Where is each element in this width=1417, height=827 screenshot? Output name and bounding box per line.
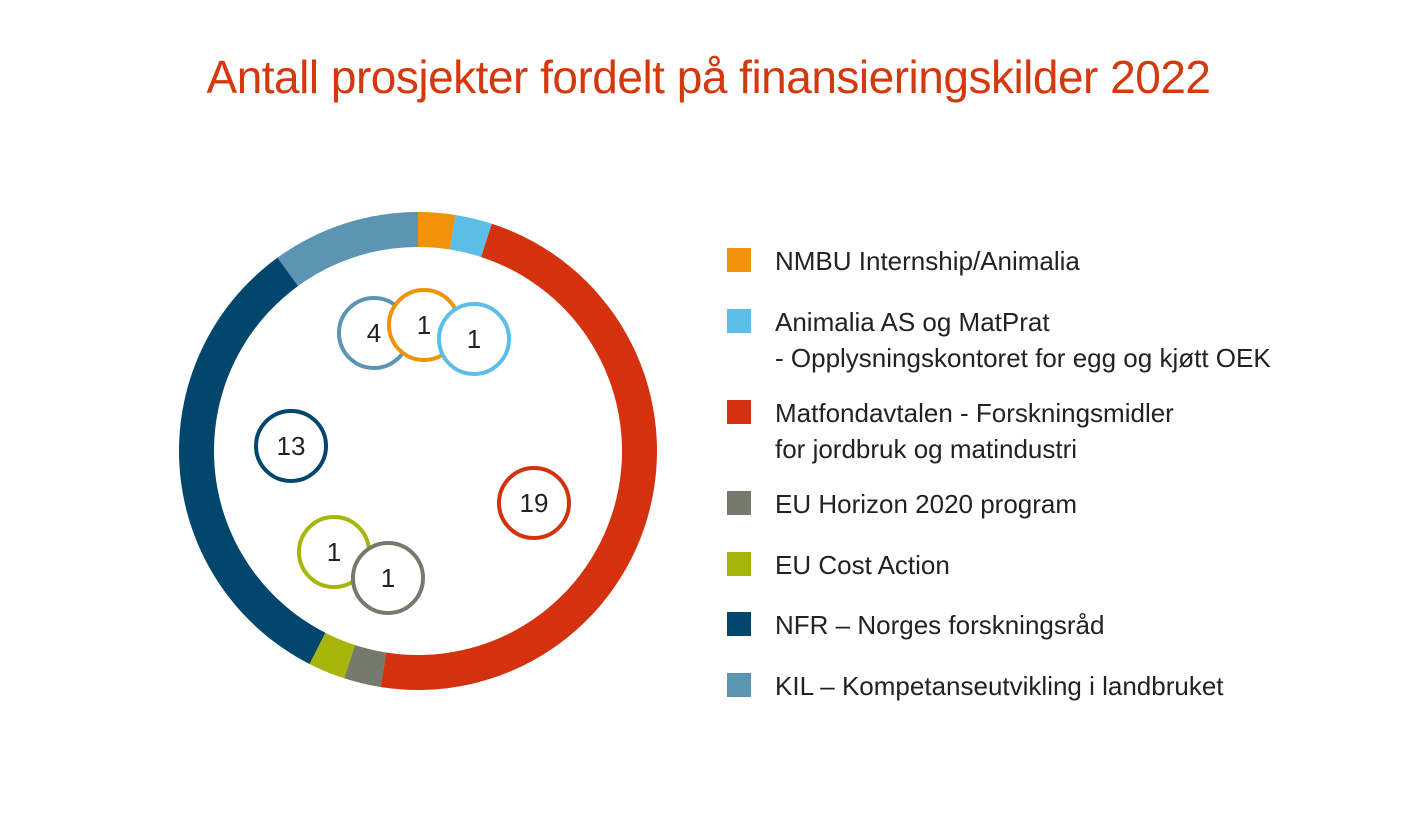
legend-label-line: NMBU Internship/Animalia: [775, 246, 1080, 276]
donut-slice-3: [380, 223, 657, 690]
legend-swatch: [727, 491, 751, 515]
chart-title: Antall prosjekter fordelt på finansierin…: [206, 51, 1211, 103]
legend-swatch: [727, 309, 751, 333]
value-label: 1: [381, 563, 395, 593]
legend-swatch: [727, 248, 751, 272]
legend-item: NMBU Internship/Animalia: [727, 243, 1080, 279]
value-bubble-4: 1: [351, 541, 425, 615]
legend-item: EU Cost Action: [727, 547, 950, 583]
value-bubble-6: 13: [254, 409, 328, 483]
legend-label: Animalia AS og MatPrat - Opplysningskonto…: [775, 304, 1271, 376]
value-label: 1: [417, 310, 431, 340]
legend-label-line: for jordbruk og matindustri: [775, 434, 1078, 464]
value-bubbles: 4 1 1 19 13 1 1: [254, 288, 571, 615]
value-label: 4: [367, 318, 381, 348]
value-bubble-2: 1: [437, 302, 511, 376]
value-bubble-circle: [437, 302, 511, 376]
legend-label-line: EU Cost Action: [775, 550, 950, 580]
donut-slice-1: [418, 212, 456, 250]
legend-swatch: [727, 552, 751, 576]
donut-slice-4: [344, 645, 387, 688]
value-bubble-5: 1: [297, 515, 371, 589]
value-bubble-circle: [351, 541, 425, 615]
value-bubble-circle: [497, 466, 571, 540]
legend-item: NFR – Norges forskningsråd: [727, 607, 1104, 643]
value-bubble-circle: [254, 409, 328, 483]
legend-label: KIL – Kompetanseutvikling i landbruket: [775, 668, 1224, 704]
legend-label: EU Cost Action: [775, 547, 950, 583]
legend-item: Animalia AS og MatPrat - Opplysningskonto…: [727, 304, 1271, 376]
donut-slice-5: [309, 632, 355, 679]
value-label: 1: [467, 324, 481, 354]
legend-swatch: [727, 400, 751, 424]
legend-label: EU Horizon 2020 program: [775, 486, 1077, 522]
value-label: 1: [327, 537, 341, 567]
legend-swatch: [727, 673, 751, 697]
legend-item: Matfondavtalen - Forskningsmidler for jor…: [727, 395, 1174, 467]
legend-item: KIL – Kompetanseutvikling i landbruket: [727, 668, 1224, 704]
legend-label-line: Matfondavtalen - Forskningsmidler: [775, 398, 1174, 428]
legend-swatch: [727, 612, 751, 636]
donut-slices: [179, 212, 657, 690]
legend-label-line: EU Horizon 2020 program: [775, 489, 1078, 519]
value-bubble-3: 19: [497, 466, 571, 540]
value-label: 13: [277, 431, 306, 461]
donut-slice-2: [449, 214, 492, 257]
donut-slice-7: [277, 212, 418, 286]
legend-label-line: - Opplysningskontoret for egg og kjøtt O…: [775, 343, 1271, 373]
legend-label: NMBU Internship/Animalia: [775, 243, 1080, 279]
donut-slice-6: [179, 257, 326, 664]
legend-label: NFR – Norges forskningsråd: [775, 607, 1104, 643]
legend-label-line: KIL – Kompetanseutvikling i landbruket: [775, 671, 1224, 701]
legend-label-line: Animalia AS og MatPrat: [775, 307, 1050, 337]
value-label: 19: [520, 488, 549, 518]
legend-label: Matfondavtalen - Forskningsmidler for jor…: [775, 395, 1174, 467]
legend-item: EU Horizon 2020 program: [727, 486, 1077, 522]
legend-label-line: NFR – Norges forskningsråd: [775, 610, 1105, 640]
